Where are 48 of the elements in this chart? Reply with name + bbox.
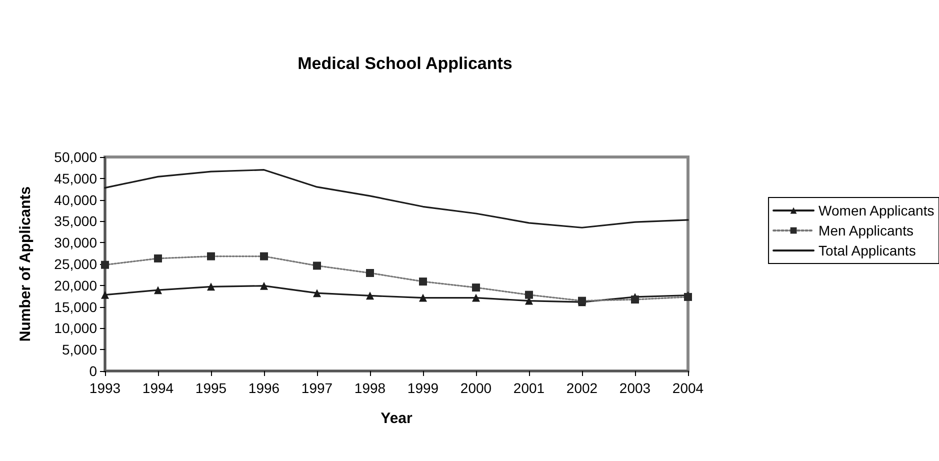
- y-tick-label: 35,000: [54, 213, 98, 230]
- y-tick-label: 30,000: [54, 234, 98, 251]
- y-tick-label: 10,000: [54, 320, 98, 336]
- legend-label: Total Applicants: [818, 242, 916, 258]
- point: [366, 268, 374, 277]
- point: [101, 290, 109, 299]
- y-tick-label: 50,000: [54, 149, 98, 165]
- y-tick-label: 5,000: [62, 342, 98, 358]
- point: [260, 252, 268, 260]
- y-tick-label: 15,000: [54, 298, 98, 315]
- x-tick-label: 1994: [142, 380, 174, 396]
- y-tick-label: 25,000: [54, 256, 98, 272]
- point: [419, 278, 427, 286]
- x-tick-label: 1993: [89, 380, 121, 396]
- x-tick-label: 2002: [566, 380, 598, 396]
- point: [313, 289, 321, 298]
- point: [260, 282, 268, 290]
- point: [366, 292, 374, 300]
- point: [313, 262, 321, 270]
- point: [207, 252, 215, 260]
- point: [525, 290, 533, 299]
- y-tick-label: 40,000: [54, 192, 98, 208]
- chart-title: Medical School Applicants: [298, 54, 512, 73]
- x-tick-label: 1998: [354, 380, 386, 396]
- x-tick-label: 2003: [619, 380, 651, 396]
- point: [419, 294, 427, 302]
- x-tick-label: 1997: [301, 380, 333, 396]
- x-tick-label: 1999: [407, 380, 439, 396]
- y-tick-label: 45,000: [54, 170, 98, 186]
- y-axis-title: Number of Applicants: [17, 186, 34, 342]
- legend-label: Men Applicants: [818, 222, 914, 238]
- line-series: [104, 169, 689, 228]
- point: [101, 260, 109, 269]
- y-tick-label: 0: [89, 363, 98, 379]
- x-tick-label: 1995: [195, 380, 227, 396]
- point: [472, 294, 480, 302]
- y-tick-label: 20,000: [54, 277, 98, 294]
- x-tick-label: 2000: [460, 380, 492, 396]
- point: [207, 282, 215, 291]
- x-axis-title: Year: [380, 410, 413, 427]
- x-tick-label: 2001: [513, 380, 545, 396]
- point: [631, 296, 639, 304]
- point: [472, 284, 480, 292]
- point: [154, 254, 162, 262]
- point: [154, 286, 162, 294]
- x-tick-label: 2004: [672, 380, 704, 396]
- x-tick-label: 1996: [248, 380, 280, 396]
- legend-label: Women Applicants: [818, 202, 934, 218]
